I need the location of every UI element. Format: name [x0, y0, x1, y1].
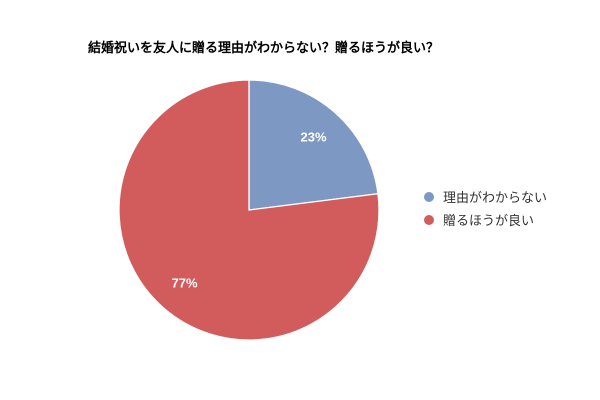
legend-swatch-red-icon	[424, 214, 434, 225]
pie-slice-1[interactable]	[118, 79, 380, 341]
slice-label: 23%	[300, 129, 326, 144]
legend-item-label: 贈るほうが良い	[443, 213, 535, 228]
legend-swatch-blue-icon	[424, 191, 434, 202]
legend: 理由がわからない 贈るほうが良い	[424, 188, 547, 234]
chart-title: 結婚祝いを友人に贈る理由がわからない？贈るほうが良い？	[88, 40, 440, 55]
slice-label: 77%	[171, 276, 197, 291]
legend-item-label: 理由がわからない	[443, 190, 548, 205]
pie-slice-0[interactable]	[248, 79, 379, 211]
legend-item-better-to-give[interactable]: 贈るほうが良い	[424, 211, 547, 228]
legend-item-reason-unknown[interactable]: 理由がわからない	[424, 188, 547, 205]
